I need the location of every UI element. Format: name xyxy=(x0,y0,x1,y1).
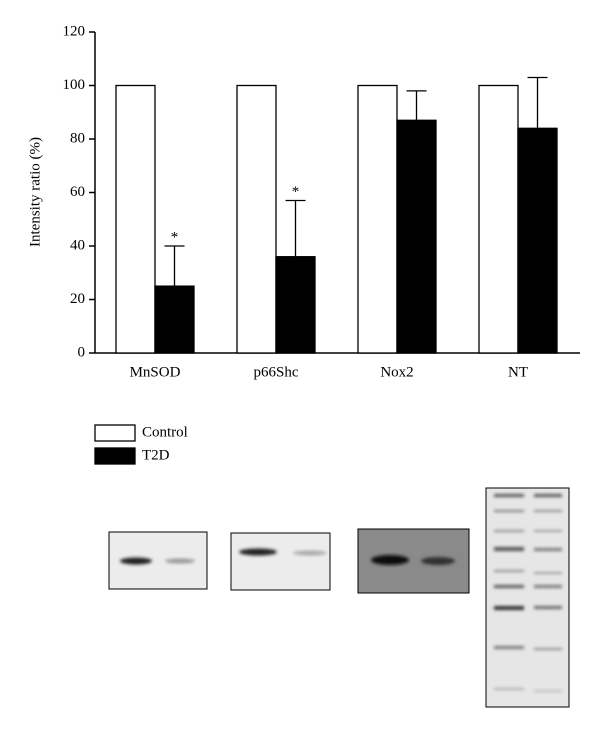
y-tick-label: 120 xyxy=(63,23,86,39)
bar xyxy=(517,127,558,354)
blot-band xyxy=(293,550,327,556)
legend-swatch xyxy=(94,424,136,442)
x-tick-label: Nox2 xyxy=(380,364,413,380)
legend-label: Control xyxy=(142,424,188,440)
legend-swatch xyxy=(94,447,136,465)
bar xyxy=(357,84,398,354)
y-tick-label: 20 xyxy=(70,291,85,307)
blot-p66shc xyxy=(230,532,331,591)
significance-marker: * xyxy=(292,184,300,200)
bar xyxy=(478,84,519,354)
bar xyxy=(396,119,437,354)
blot-band xyxy=(239,548,277,556)
x-tick-label: p66Shc xyxy=(254,364,299,380)
bar xyxy=(154,285,195,354)
y-tick-label: 80 xyxy=(70,130,85,146)
blot-lanes xyxy=(494,494,562,692)
blot-images xyxy=(108,487,570,708)
blot-band xyxy=(120,557,152,565)
blot-band xyxy=(165,558,195,564)
y-tick-label: 100 xyxy=(63,77,86,93)
x-tick-label: MnSOD xyxy=(130,364,181,380)
bar xyxy=(275,256,316,354)
y-axis-label: Intensity ratio (%) xyxy=(27,137,43,247)
y-tick-label: 60 xyxy=(70,184,85,200)
y-tick-label: 40 xyxy=(70,237,85,253)
blot-band xyxy=(421,557,455,565)
legend-label: T2D xyxy=(142,447,170,463)
significance-marker: * xyxy=(171,229,179,245)
y-tick-label: 0 xyxy=(78,344,86,360)
bar xyxy=(115,84,156,354)
blot-band xyxy=(371,555,409,565)
x-tick-label: NT xyxy=(508,364,528,380)
blot-nt xyxy=(485,487,570,708)
bar xyxy=(236,84,277,354)
